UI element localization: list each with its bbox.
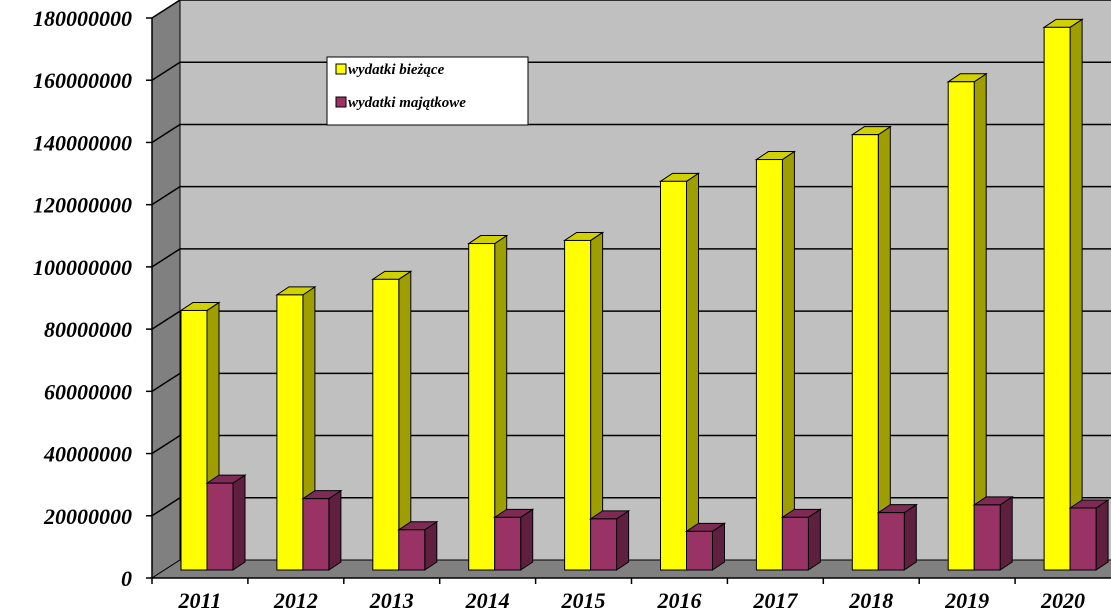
bar — [398, 529, 426, 571]
bar-side — [686, 172, 699, 571]
gridline — [151, 123, 1111, 144]
bar — [877, 512, 905, 571]
bar — [1043, 26, 1071, 571]
x-tick-label: 2019 — [944, 588, 989, 612]
bar — [180, 309, 208, 571]
bar-side — [1095, 499, 1109, 571]
bar-side — [903, 503, 917, 571]
bar-side — [877, 125, 891, 571]
y-tick-label: 180000000 — [33, 6, 132, 31]
x-tick-label: 2013 — [369, 588, 414, 612]
y-tick-label: 100000000 — [33, 255, 132, 280]
bar-side — [328, 489, 342, 571]
bar — [947, 81, 975, 571]
bar — [686, 530, 713, 571]
y-tick-label: 40000000 — [43, 442, 132, 467]
bar — [206, 482, 234, 571]
x-tick-label: 2018 — [848, 588, 893, 612]
bar — [372, 278, 400, 571]
gridline — [151, 185, 1111, 206]
bar — [973, 504, 1001, 571]
bar — [468, 243, 496, 571]
bar — [564, 239, 592, 571]
y-tick-label: 160000000 — [33, 68, 132, 93]
gridline — [151, 248, 1111, 268]
bar — [1069, 507, 1097, 571]
legend-swatch — [335, 96, 347, 108]
y-tick-label: 120000000 — [33, 193, 132, 218]
gridline — [151, 497, 1111, 517]
gridline — [151, 434, 1111, 455]
y-tick-label: 20000000 — [43, 504, 132, 529]
bar — [590, 518, 618, 571]
bar — [302, 498, 330, 571]
gridline — [151, 372, 1111, 392]
bar — [494, 516, 522, 571]
x-tick-label: 2012 — [273, 588, 318, 612]
bar-side — [520, 508, 534, 571]
x-tick-label: 2016 — [656, 588, 701, 612]
bar — [755, 159, 783, 571]
bar-side — [232, 474, 246, 571]
y-tick-label: 0 — [121, 566, 132, 591]
legend-label: wydatki bieżące — [348, 62, 445, 78]
legend-label: wydatki majątkowe — [348, 95, 466, 111]
x-tick-label: 2017 — [752, 588, 798, 612]
bar — [276, 294, 304, 571]
bar-side — [807, 508, 821, 571]
legend-swatch — [335, 63, 347, 75]
bar — [660, 180, 687, 571]
bar-side — [781, 150, 795, 571]
bar — [851, 134, 879, 571]
y-tick-label: 140000000 — [33, 130, 132, 155]
gridline — [151, 0, 1111, 19]
bar-side — [999, 495, 1013, 571]
bar-side — [973, 72, 987, 571]
x-tick-label: 2014 — [465, 588, 510, 612]
x-tick-label: 2020 — [1040, 588, 1085, 612]
y-tick-label: 60000000 — [44, 379, 132, 404]
x-tick-label: 2011 — [178, 588, 222, 612]
bar — [781, 516, 809, 571]
gridline — [151, 61, 1111, 81]
left-wall — [151, 0, 181, 579]
gridline — [151, 310, 1111, 330]
bar-side — [616, 509, 630, 571]
y-tick-label: 80000000 — [44, 317, 132, 342]
legend — [326, 56, 529, 126]
bar-side — [1069, 18, 1083, 571]
x-tick-label: 2015 — [561, 588, 606, 612]
